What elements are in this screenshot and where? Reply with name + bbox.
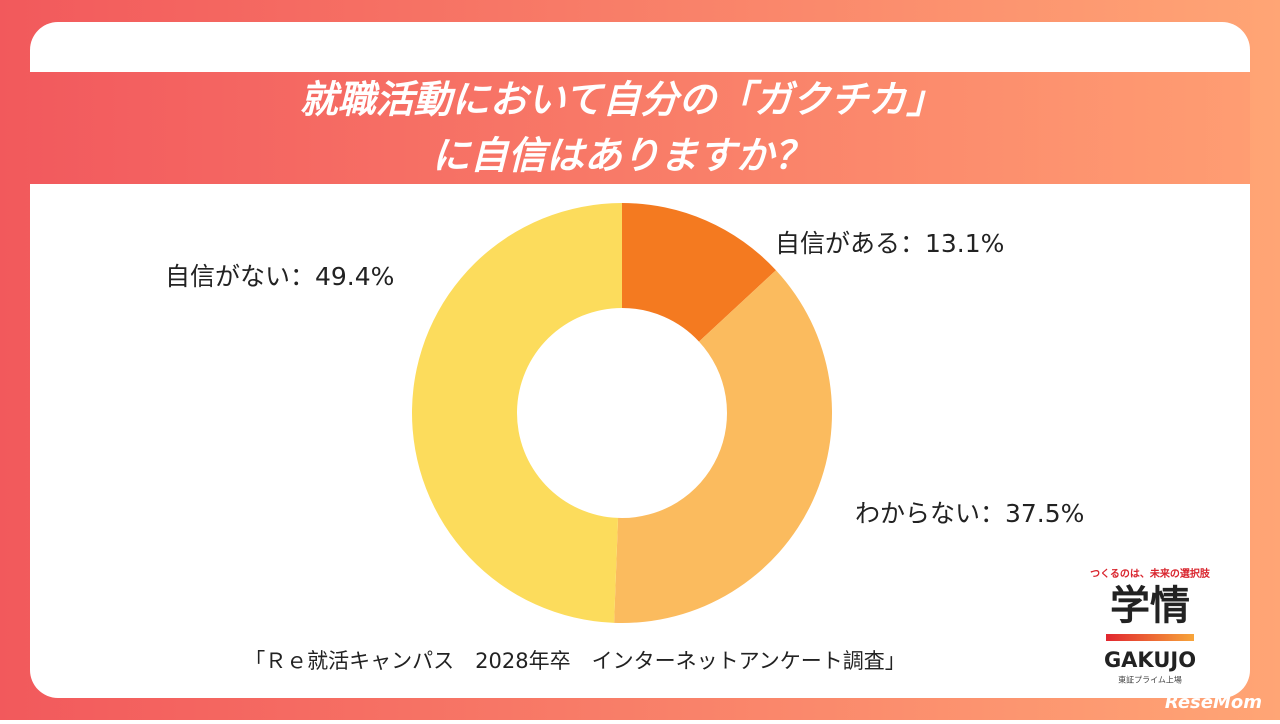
logo-listing: 東証プライム上場 — [1118, 675, 1182, 685]
logo-name: 学情 — [1110, 583, 1190, 629]
pie-slice — [614, 270, 833, 623]
panel — [30, 22, 1250, 698]
data-label: わからない：37.5% — [855, 499, 1084, 528]
chart-title: 就職活動において自分の「ガクチカ」 — [300, 78, 945, 122]
pie-slice — [411, 203, 622, 623]
data-label: 自信がある：13.1% — [775, 229, 1004, 258]
watermark: ReseMom — [1165, 692, 1262, 713]
data-label: 自信がない：49.4% — [165, 262, 394, 291]
chart-title: に自信はありますか？ — [432, 134, 812, 178]
logo-tagline: つくるのは、未来の選択肢 — [1090, 567, 1211, 580]
logo-bar — [1106, 634, 1194, 641]
title-band — [30, 72, 1250, 184]
logo-roman: GAKUJO — [1104, 648, 1196, 672]
pie-slice — [622, 203, 776, 342]
source: 「Ｒｅ就活キャンパス 2028年卒 インターネットアンケート調査」 — [244, 649, 906, 673]
